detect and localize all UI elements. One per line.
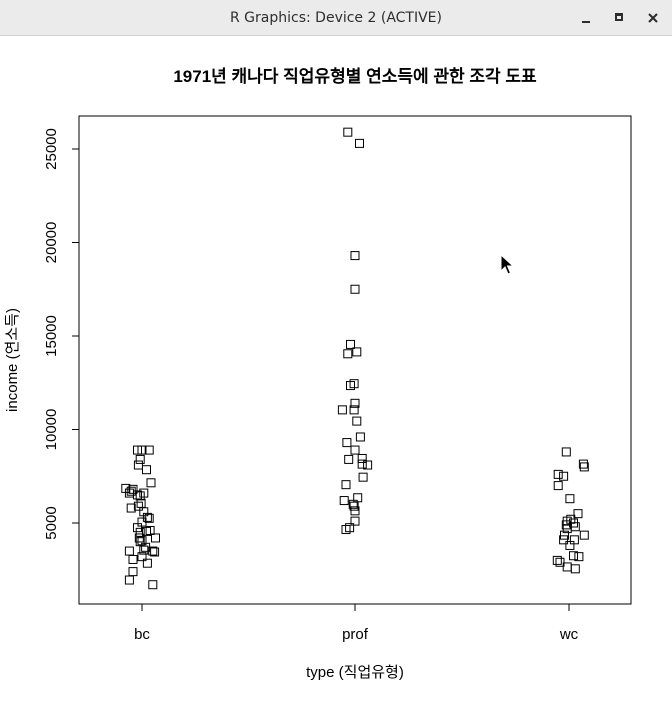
data-point [128, 554, 138, 564]
data-point [137, 445, 147, 455]
data-point [555, 557, 565, 567]
plot-area [78, 115, 632, 605]
x-tick-label: bc [134, 626, 150, 643]
data-point [148, 546, 158, 556]
series-prof [337, 127, 373, 535]
data-point [352, 347, 362, 357]
data-point [341, 525, 351, 535]
data-point [343, 349, 353, 359]
data-point [574, 552, 584, 562]
data-point [128, 567, 138, 577]
data-point [344, 454, 354, 464]
data-point [349, 405, 359, 415]
x-tick-label: prof [342, 626, 369, 643]
data-point [133, 501, 143, 511]
maximize-button[interactable] [608, 6, 632, 30]
data-points [121, 127, 589, 590]
data-point [357, 453, 367, 463]
minimize-button[interactable] [574, 6, 598, 30]
data-point [561, 447, 571, 457]
graphics-device: 1971년 캐나다 직업유형별 연소득에 관한 조각 도표 bc prof wc 5… [0, 36, 672, 702]
x-axis-label: type (직업유형) [306, 664, 404, 681]
data-point [342, 438, 352, 448]
data-point [350, 516, 360, 526]
y-axis: 5000 10000 15000 20000 25000 [43, 128, 80, 540]
data-point [124, 546, 134, 556]
x-axis: bc prof wc [134, 603, 579, 643]
data-point [349, 379, 359, 389]
data-point [573, 509, 583, 519]
data-point [565, 540, 575, 550]
data-point [133, 523, 142, 533]
series-wc [552, 447, 589, 574]
x-tick-label: wc [559, 626, 579, 643]
data-point [144, 445, 154, 455]
data-point [146, 478, 156, 488]
data-point [142, 465, 151, 475]
window-title: R Graphics: Device 2 (ACTIVE) [230, 10, 442, 26]
data-point [569, 551, 578, 561]
close-icon [648, 13, 658, 23]
data-point [346, 339, 355, 349]
data-point [343, 127, 353, 137]
close-button[interactable] [641, 6, 665, 30]
data-point [579, 462, 589, 472]
strip-chart: 1971년 캐나다 직업유형별 연소득에 관한 조각 도표 bc prof wc 5… [4, 66, 632, 681]
data-point [578, 459, 588, 469]
data-point [142, 512, 152, 522]
y-axis-label: income (연소득) [4, 308, 21, 412]
data-point [355, 138, 364, 148]
mouse-pointer-icon [500, 254, 514, 275]
data-point [135, 491, 145, 501]
chart-title: 1971년 캐나다 직업유형별 연소득에 관한 조각 도표 [173, 66, 537, 86]
data-point [357, 459, 367, 469]
data-point [139, 545, 149, 555]
data-point [560, 530, 569, 540]
data-point [337, 405, 347, 415]
data-point [352, 416, 362, 426]
window-titlebar[interactable]: R Graphics: Device 2 (ACTIVE) [0, 0, 672, 36]
y-tick-label: 20000 [43, 222, 60, 264]
data-point [559, 535, 569, 545]
data-point [133, 460, 143, 470]
data-point [126, 503, 136, 513]
data-point [348, 499, 358, 509]
data-point [151, 533, 160, 543]
data-point [363, 460, 373, 470]
data-point [124, 575, 134, 585]
data-point [135, 454, 145, 464]
data-point [553, 469, 563, 479]
data-point [350, 284, 360, 294]
y-tick-label: 5000 [43, 506, 60, 539]
data-point [358, 472, 368, 482]
y-tick-label: 15000 [43, 315, 60, 357]
data-point [579, 530, 589, 540]
data-point [136, 498, 146, 508]
minimize-icon [582, 21, 590, 23]
data-point [339, 496, 349, 506]
data-point [350, 398, 360, 408]
data-point [142, 558, 152, 568]
data-point [570, 564, 580, 574]
data-point [565, 494, 575, 504]
data-point [350, 445, 360, 455]
data-point [142, 526, 151, 536]
maximize-icon [615, 13, 623, 21]
y-tick-label: 10000 [43, 409, 60, 451]
data-point [128, 484, 138, 494]
data-point [553, 481, 563, 491]
data-point [552, 555, 562, 565]
data-point [355, 432, 365, 442]
data-point [350, 506, 360, 516]
data-point [150, 547, 160, 557]
data-point [341, 480, 351, 490]
series-bc [121, 445, 160, 590]
data-point [349, 501, 359, 511]
data-point [570, 522, 580, 532]
data-point [350, 251, 360, 261]
y-tick-label: 25000 [43, 128, 60, 170]
data-point [148, 580, 158, 590]
data-point [137, 552, 147, 562]
data-point [559, 471, 569, 481]
